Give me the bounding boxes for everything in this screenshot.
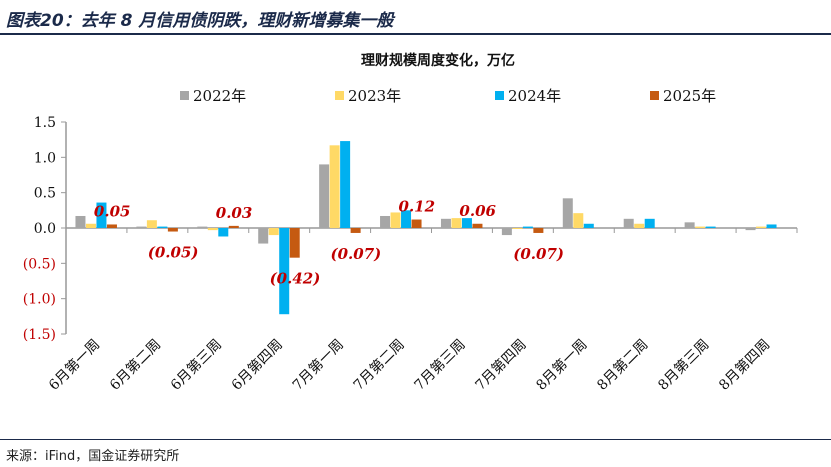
x-tick-label: 8月第三周	[655, 336, 713, 394]
bar-2025年	[411, 219, 422, 228]
bar-2025年	[350, 228, 361, 233]
x-tick-label: 7月第二周	[350, 336, 408, 394]
legend: 2022年 2023年 2024年 2025年	[180, 87, 716, 105]
bar-2024年	[461, 218, 472, 228]
bar-2023年	[268, 228, 279, 236]
plot-area: 1.51.00.50.0(0.5)(1.0)(1.5)6月第一周 6月第二周 6月第…	[23, 115, 798, 394]
x-tick-label: 6月第三周	[167, 336, 225, 394]
bar-2025年	[228, 225, 239, 228]
x-tick-label: 7月第四周	[472, 336, 530, 394]
bar-2023年	[634, 223, 645, 228]
bar-2022年	[75, 215, 86, 228]
bar-chart: 理财规模周度变化，万亿 2022年 2023年 2024年 2025年 1.5 1.0 0…	[23, 52, 798, 394]
y-tick-label: (1.0)	[23, 292, 56, 308]
bar-2022年	[380, 215, 391, 228]
bar-2023年	[756, 226, 767, 228]
bar-2023年	[207, 228, 218, 231]
source-note: 来源：iFind，国金证券研究所	[6, 449, 180, 464]
bar-2023年	[695, 226, 706, 228]
bar-2025年	[167, 228, 178, 232]
legend-swatch	[650, 91, 659, 100]
bar-2022年	[684, 222, 695, 228]
bar-2024年	[583, 223, 594, 228]
bar-2025年	[289, 228, 300, 258]
bar-2024年	[766, 224, 777, 228]
bar-2022年	[319, 164, 330, 228]
bar-2023年	[85, 223, 96, 228]
x-tick-label: 6月第四周	[228, 336, 286, 394]
bar-2024年	[279, 228, 290, 315]
data-label: 0.05	[94, 202, 131, 220]
bar-2024年	[218, 228, 229, 237]
legend-label: 2024年	[508, 87, 561, 105]
bar-2024年	[401, 210, 412, 228]
bar-2025年	[472, 223, 483, 228]
data-label: 0.12	[399, 198, 436, 216]
bar-2023年	[146, 220, 157, 228]
y-tick-label: 1.5	[34, 115, 56, 131]
bar-2023年	[390, 212, 401, 228]
bar-2022年	[562, 198, 573, 228]
legend-swatch	[180, 91, 189, 100]
bar-2023年	[573, 213, 584, 228]
legend-swatch	[335, 91, 344, 100]
bar-2022年	[745, 228, 756, 231]
bar-2024年	[644, 218, 655, 228]
bar-2022年	[258, 228, 269, 244]
bar-2022年	[440, 218, 451, 228]
bar-2024年	[705, 226, 716, 228]
figure-title: 图表20：去年 8 月信用债阴跌，理财新增募集一般	[6, 11, 394, 31]
data-label: (0.07)	[513, 245, 564, 263]
data-label: (0.07)	[331, 245, 382, 263]
bar-2025年	[533, 228, 544, 233]
y-tick-label: 1.0	[34, 150, 56, 166]
legend-label: 2022年	[193, 87, 246, 105]
x-tick-label: 8月第二周	[594, 336, 652, 394]
legend-swatch	[495, 91, 504, 100]
y-tick-label: (0.5)	[23, 256, 56, 272]
bar-2022年	[136, 226, 147, 228]
x-tick-label: 8月第一周	[533, 336, 591, 394]
x-tick-label: 7月第一周	[289, 336, 347, 394]
data-label: 0.03	[216, 204, 253, 222]
chart-title: 理财规模周度变化，万亿	[361, 52, 515, 69]
x-tick-label: 7月第三周	[411, 336, 469, 394]
bar-2022年	[623, 218, 634, 228]
data-label: (0.42)	[270, 270, 321, 288]
data-label: 0.06	[459, 202, 496, 220]
y-tick-label: (1.5)	[23, 327, 56, 343]
y-tick-label: 0.5	[34, 186, 56, 202]
x-tick-label: 8月第四周	[715, 336, 773, 394]
bar-2023年	[512, 228, 523, 229]
bar-2024年	[96, 202, 107, 228]
bar-2022年	[197, 226, 208, 228]
bar-2022年	[501, 228, 512, 236]
bar-2024年	[157, 226, 168, 228]
y-tick-label: 0.0	[34, 221, 56, 237]
bar-2024年	[340, 141, 351, 228]
data-label: (0.05)	[148, 244, 199, 262]
bar-2024年	[522, 226, 533, 228]
x-tick-label: 6月第一周	[45, 336, 103, 394]
legend-label: 2025年	[663, 87, 716, 105]
top-rule	[0, 33, 831, 35]
x-tick-label: 6月第二周	[106, 336, 164, 394]
bar-2023年	[451, 218, 462, 228]
bar-2023年	[329, 145, 340, 228]
legend-label: 2023年	[348, 87, 401, 105]
bar-2025年	[106, 224, 117, 228]
bottom-rule	[0, 439, 831, 440]
